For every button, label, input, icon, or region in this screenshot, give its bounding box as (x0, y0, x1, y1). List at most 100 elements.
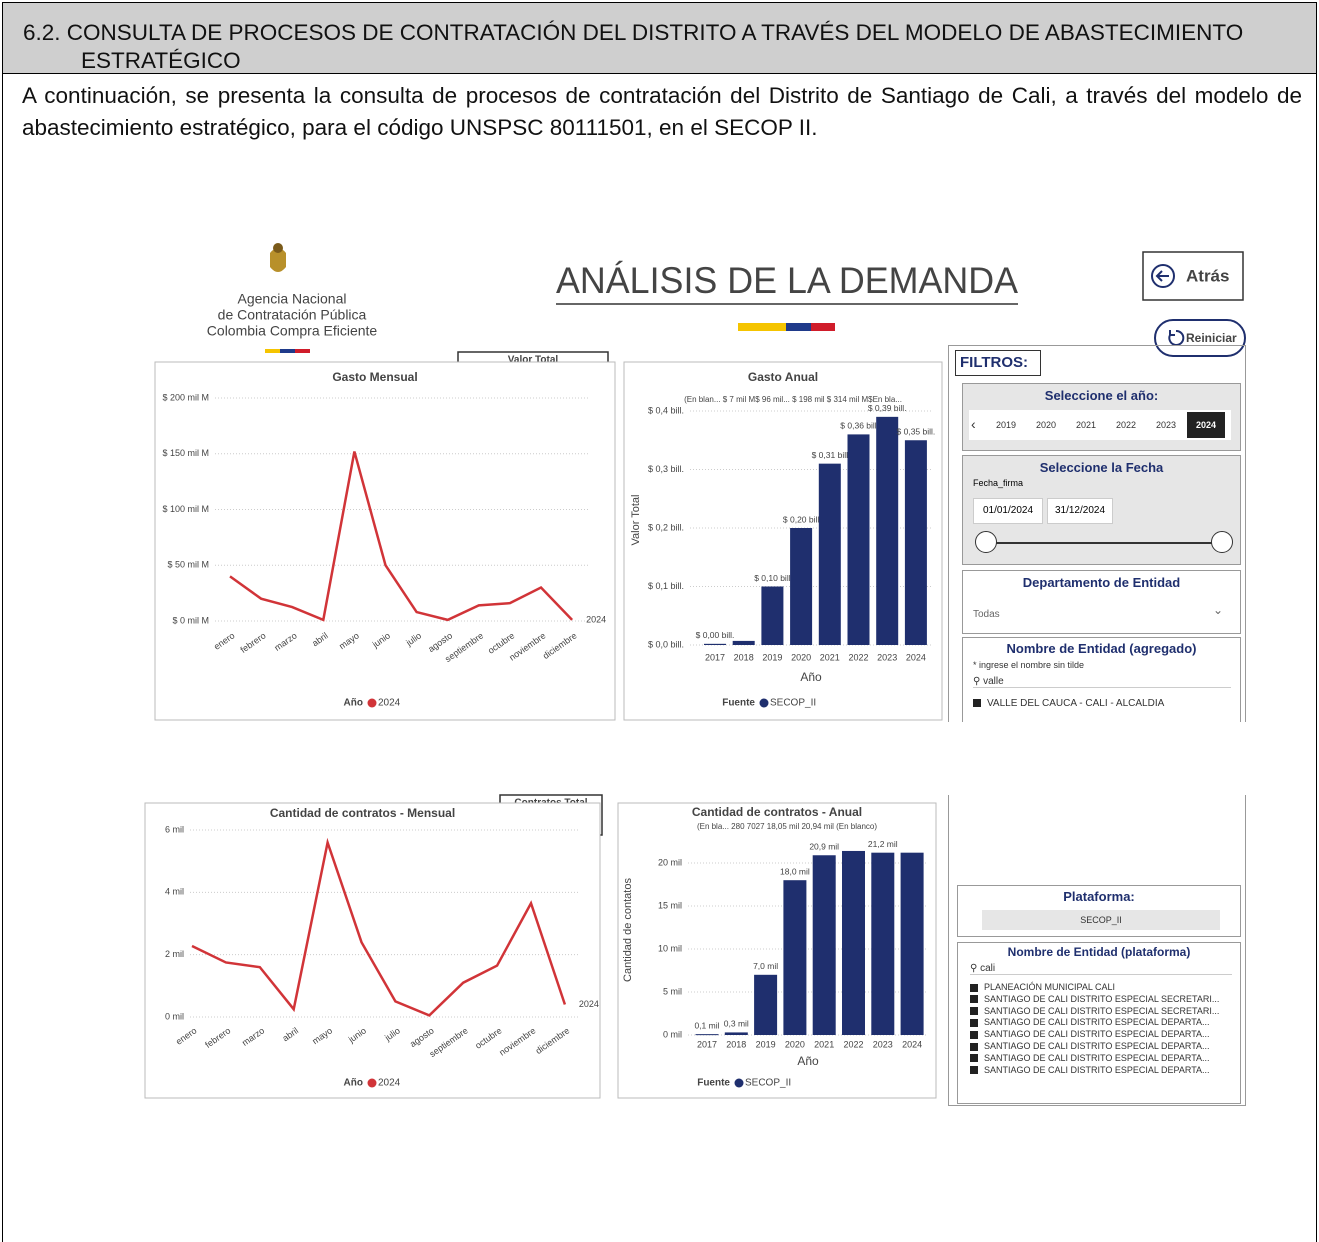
slider-handle[interactable] (975, 531, 997, 553)
entity-name: SANTIAGO DE CALI DISTRITO ESPECIAL SECRE… (984, 1005, 1220, 1016)
filter-label: Seleccione la Fecha (1039, 460, 1164, 475)
x-tick-label: 2022 (848, 652, 868, 662)
year-option[interactable]: 2021 (1075, 420, 1097, 430)
date-end[interactable]: 31/12/2024 (1047, 498, 1113, 524)
entity-name: SANTIAGO DE CALI DISTRITO ESPECIAL DEPAR… (984, 1040, 1210, 1051)
legend-title: Fuente (722, 698, 755, 709)
search-icon: ⚲ (970, 963, 981, 974)
bar (818, 463, 841, 645)
filter-label: Plataforma: (1063, 889, 1135, 904)
entity-item[interactable]: SANTIAGO DE CALI DISTRITO ESPECIAL DEPAR… (970, 1029, 1219, 1041)
y-tick-label: 10 mil (658, 943, 682, 953)
checkbox (970, 1066, 978, 1075)
legend-title: Fuente (697, 1078, 730, 1089)
y-tick-label: 0 mil (165, 1011, 184, 1021)
dropdown-value[interactable]: Todas (973, 609, 1000, 620)
line (191, 837, 567, 1017)
platform-value[interactable]: SECOP_II (982, 910, 1220, 930)
entity-item[interactable]: SANTIAGO DE CALI DISTRITO ESPECIAL DEPAR… (970, 1041, 1219, 1053)
entity-item[interactable]: SANTIAGO DE CALI DISTRITO ESPECIAL SECRE… (970, 994, 1219, 1006)
entity-item[interactable]: PLANEACIÓN MUNICIPAL CALI (970, 982, 1219, 994)
flag (786, 323, 811, 331)
entity-item[interactable]: SANTIAGO DE CALI DISTRITO ESPECIAL DEPAR… (970, 1053, 1219, 1065)
slider-handle[interactable] (1211, 531, 1233, 553)
chart-annotation: (En bla... 280 7027 18,05 mil 20,94 mil … (697, 822, 877, 831)
entity-list: PLANEACIÓN MUNICIPAL CALI SANTIAGO DE CAL… (970, 982, 1219, 1076)
filter-label: Departamento de Entidad (1022, 575, 1181, 590)
x-tick-label: 2017 (697, 1039, 717, 1049)
y-tick-label: $ 0,3 bill. (648, 464, 684, 474)
flag (295, 349, 310, 353)
filter-panel (948, 795, 1246, 1106)
entity-item[interactable]: SANTIAGO DE CALI DISTRITO ESPECIAL DEPAR… (970, 1017, 1219, 1029)
filter-label: Nombre de Entidad (plataforma) (1007, 945, 1191, 959)
x-tick-label: 2019 (762, 652, 782, 662)
x-tick-label: 2020 (791, 652, 811, 662)
legend-swatch (367, 1078, 377, 1088)
bar (754, 974, 778, 1035)
value-label: $ 0,35 bill. (897, 427, 936, 437)
y-tick-label: 4 mil (165, 887, 184, 897)
series-end-label: 2024 (586, 614, 606, 624)
bar (704, 643, 726, 645)
filter-label: Nombre de Entidad (agregado) (1006, 641, 1197, 656)
year-option[interactable]: 2023 (1155, 420, 1177, 430)
logo-text: Agencia Nacional (238, 291, 347, 307)
date-slider-track (983, 542, 1223, 544)
entity-platform-filter: Nombre de Entidad (plataforma) ⚲ cali PL… (957, 942, 1241, 1104)
y-tick-label: $ 0,0 bill. (648, 639, 684, 649)
dropdown-arrow[interactable]: ⌄ (1213, 603, 1224, 617)
bar (904, 440, 927, 645)
legend-label: SECOP_II (770, 698, 816, 709)
reset-icon (1168, 329, 1185, 346)
value-label: $ 0,36 bill (840, 421, 876, 431)
y-tick-label: $ 150 mil M (162, 448, 209, 458)
x-tick-label: 2017 (705, 652, 725, 662)
legend-swatch (734, 1078, 744, 1088)
line (229, 451, 574, 622)
year-option[interactable]: 2019 (995, 420, 1017, 430)
entity-name: VALLE DEL CAUCA - CALI - ALCALDIA (987, 698, 1165, 709)
entity-item[interactable]: SANTIAGO DE CALI DISTRITO ESPECIAL SECRE… (970, 1006, 1219, 1018)
x-tick-label: 2021 (820, 652, 840, 662)
chart-title: Gasto Mensual (332, 370, 417, 384)
value-label: 20,9 mil (809, 842, 839, 852)
year-option[interactable]: 2024 (1187, 412, 1225, 438)
chart-panel (144, 802, 601, 1099)
search-box[interactable]: ⚲ cali (970, 963, 1232, 975)
logo-emblem (270, 248, 286, 272)
entity-item[interactable]: SANTIAGO DE CALI DISTRITO ESPECIAL DEPAR… (970, 1065, 1219, 1077)
search-box[interactable]: ⚲ valle (973, 676, 1231, 688)
bar (761, 586, 784, 645)
year-option[interactable]: 2022 (1115, 420, 1137, 430)
bar (871, 852, 895, 1035)
flag (280, 349, 295, 353)
filter-hint: * ingrese el nombre sin tilde (973, 660, 1085, 670)
y-tick-label: 20 mil (658, 857, 682, 867)
y-tick-label: 0 mil (663, 1029, 682, 1039)
bar (790, 528, 813, 645)
reset-label[interactable]: Reiniciar (1186, 331, 1237, 345)
entity-aggregated-filter: Nombre de Entidad (agregado) * ingrese e… (962, 637, 1241, 722)
section-title: 6.2. CONSULTA DE PROCESOS DE CONTRATACIÓ… (23, 20, 1244, 73)
value-label: $ 0,20 bill (783, 514, 819, 524)
bar (876, 416, 899, 645)
entity-name: PLANEACIÓN MUNICIPAL CALI (984, 982, 1116, 992)
reset-button[interactable] (1154, 319, 1246, 357)
checkbox (970, 1019, 978, 1028)
search-icon: ⚲ (973, 676, 984, 687)
year-option[interactable]: 2020 (1035, 420, 1057, 430)
back-label[interactable]: Atrás (1186, 266, 1229, 285)
y-tick-label: $ 0 mil M (172, 615, 209, 625)
search-text: cali (980, 963, 996, 974)
date-start[interactable]: 01/01/2024 (973, 498, 1043, 524)
entity-item[interactable]: VALLE DEL CAUCA - CALI - ALCALDIA (973, 698, 1164, 709)
flag (265, 349, 280, 353)
checkbox (973, 699, 981, 708)
value-label: 0,1 mil (694, 1020, 719, 1030)
checkbox (970, 1054, 978, 1063)
y-tick-label: 6 mil (165, 824, 184, 834)
logo-emblem (273, 243, 283, 253)
